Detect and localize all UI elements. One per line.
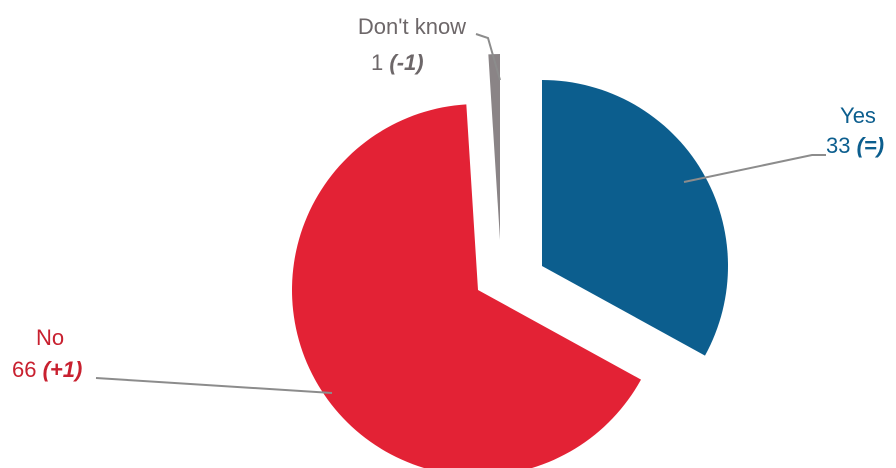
leader-lines xyxy=(95,33,826,394)
yes-leader-line xyxy=(683,154,826,183)
no-label: No xyxy=(36,325,64,350)
dont-know-slice xyxy=(488,54,500,240)
no-value: 66 xyxy=(12,357,36,382)
no-change: (+1) xyxy=(43,357,83,382)
yes-value-label: 33 (=) xyxy=(826,133,884,158)
dont-know-leader-line xyxy=(475,33,501,81)
yes-value: 33 xyxy=(826,133,850,158)
dont-know-change: (-1) xyxy=(389,50,423,75)
pie-slices xyxy=(292,54,728,468)
yes-label: Yes xyxy=(840,103,876,128)
dont-know-value: 1 xyxy=(371,50,383,75)
yes-slice xyxy=(542,80,728,356)
no-value-label: 66 (+1) xyxy=(12,357,82,382)
dont-know-value-label: 1 (-1) xyxy=(371,50,424,75)
yes-change: (=) xyxy=(857,133,885,158)
no-slice xyxy=(292,104,641,468)
dont-know-label: Don't know xyxy=(358,14,466,39)
no-leader-line xyxy=(95,377,333,394)
